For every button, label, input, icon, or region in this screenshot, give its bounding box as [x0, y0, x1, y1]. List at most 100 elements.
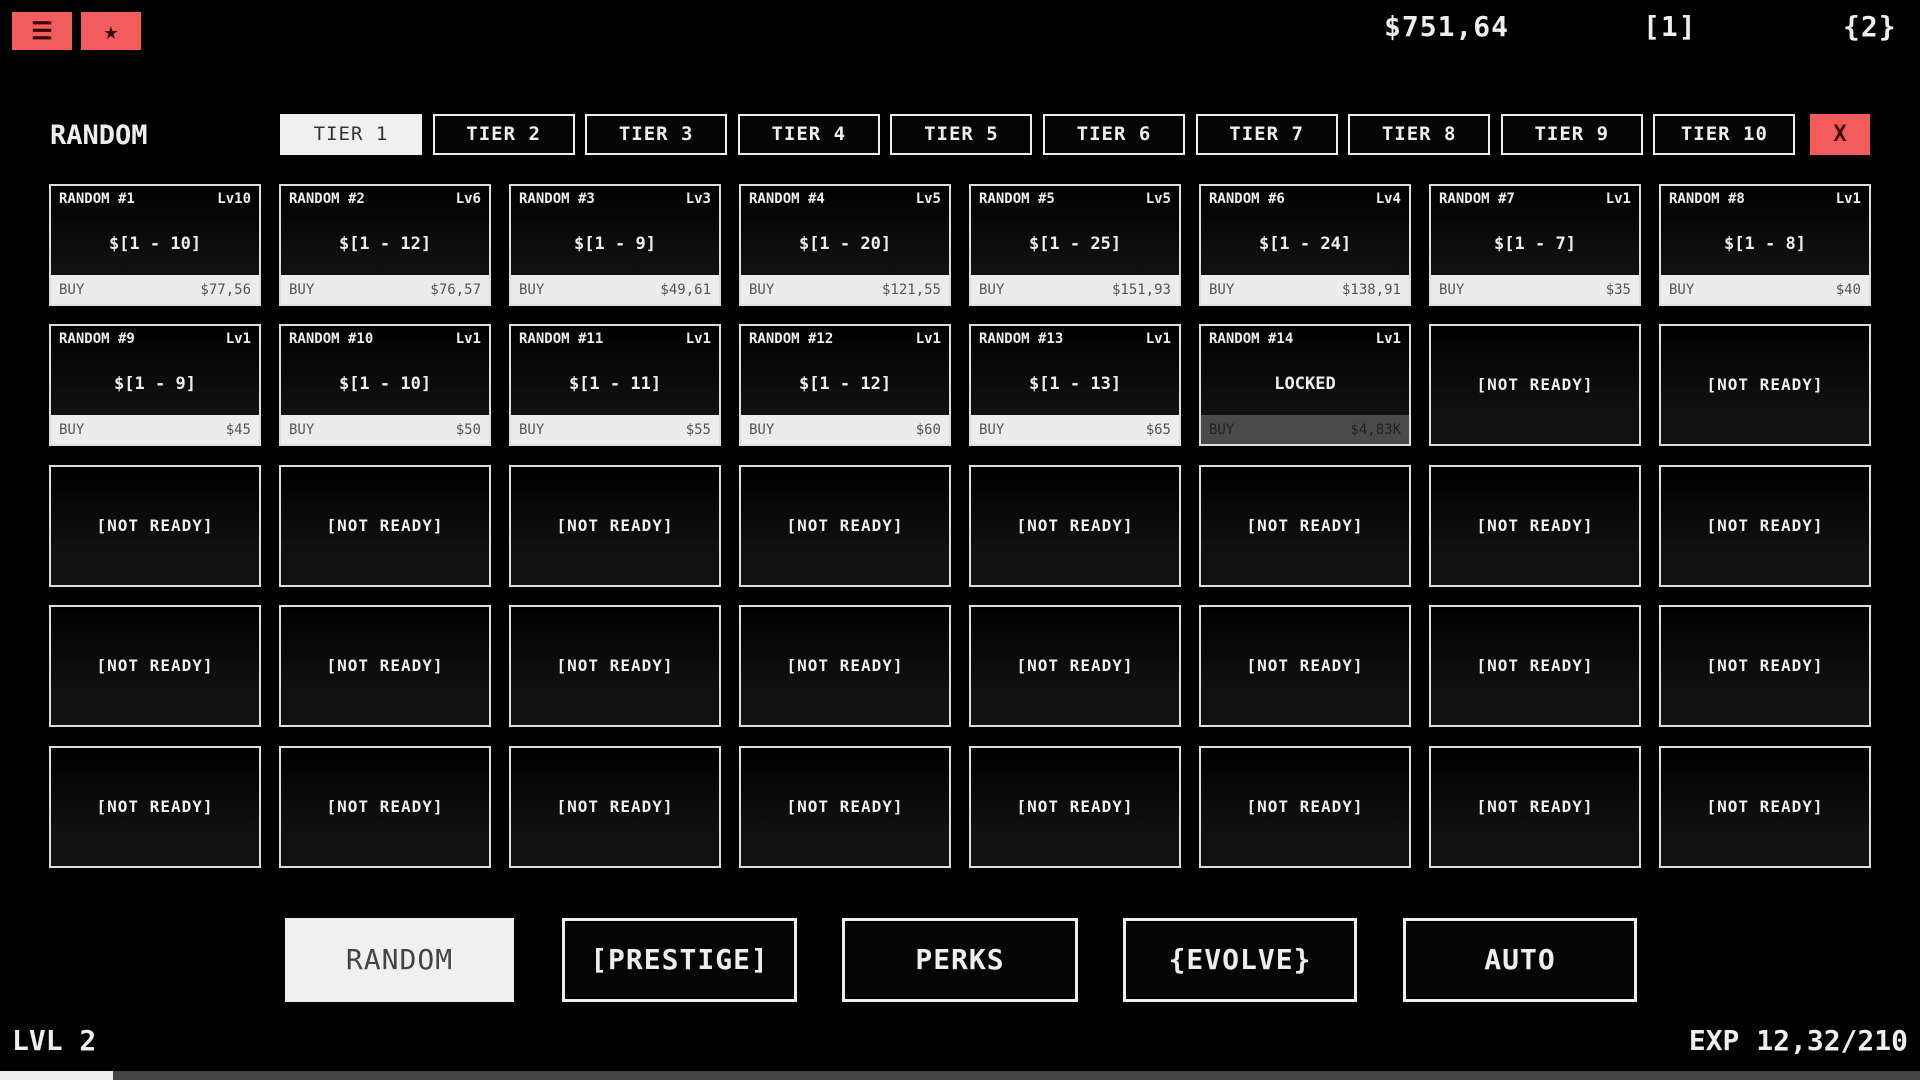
- generator-level: Lv10: [217, 191, 251, 207]
- not-ready-slot: [NOT READY]: [279, 464, 491, 587]
- buy-cost: $45: [225, 421, 251, 438]
- generator-card[interactable]: RANDOM #10 Lv1 $[1 - 10] BUY $50: [279, 324, 491, 447]
- generator-card[interactable]: RANDOM #5 Lv5 $[1 - 25] BUY $151,93: [969, 184, 1181, 306]
- not-ready-slot: [NOT READY]: [49, 605, 261, 728]
- tab-tier-3[interactable]: TIER 3: [585, 114, 728, 155]
- generator-name: RANDOM #9: [59, 331, 135, 348]
- generator-header: RANDOM #12 Lv1: [741, 326, 949, 352]
- buy-cost: $65: [1145, 421, 1171, 438]
- not-ready-slot: [NOT READY]: [279, 605, 491, 728]
- generator-card[interactable]: RANDOM #12 Lv1 $[1 - 12] BUY $60: [739, 324, 951, 447]
- not-ready-slot: [NOT READY]: [509, 745, 721, 868]
- buy-button[interactable]: BUY $35: [1431, 275, 1639, 304]
- buy-button[interactable]: BUY $55: [511, 415, 719, 445]
- generator-card[interactable]: RANDOM #6 Lv4 $[1 - 24] BUY $138,91: [1199, 184, 1411, 306]
- generator-card[interactable]: RANDOM #14 Lv1 LOCKED BUY $4,83K: [1199, 324, 1411, 447]
- tab-tier-5[interactable]: TIER 5: [890, 114, 1033, 155]
- buy-button[interactable]: BUY $49,61: [511, 275, 719, 304]
- buy-cost: $35: [1605, 281, 1631, 298]
- generator-name: RANDOM #3: [519, 191, 595, 207]
- buy-label: BUY: [289, 421, 315, 438]
- generator-card[interactable]: RANDOM #13 Lv1 $[1 - 13] BUY $65: [969, 324, 1181, 447]
- money-display: $751,64: [1384, 10, 1510, 43]
- generator-header: RANDOM #11 Lv1: [511, 326, 719, 352]
- tab-tier-6[interactable]: TIER 6: [1043, 114, 1185, 155]
- exp-display: EXP 12,32/210: [1688, 1024, 1908, 1057]
- not-ready-slot: [NOT READY]: [509, 605, 721, 728]
- nav-perks-button[interactable]: PERKS: [842, 918, 1078, 1002]
- generator-name: RANDOM #5: [979, 191, 1055, 207]
- favorites-button[interactable]: ★: [81, 12, 141, 50]
- star-icon: ★: [103, 17, 119, 45]
- generator-name: RANDOM #12: [749, 331, 834, 348]
- generator-level: Lv1: [1835, 191, 1861, 207]
- generator-header: RANDOM #7 Lv1: [1431, 186, 1639, 212]
- generator-card[interactable]: RANDOM #8 Lv1 $[1 - 8] BUY $40: [1659, 184, 1871, 306]
- buy-button[interactable]: BUY $40: [1661, 275, 1869, 304]
- generator-header: RANDOM #8 Lv1: [1661, 186, 1869, 212]
- generator-level: Lv1: [685, 331, 711, 348]
- buy-button[interactable]: BUY $4,83K: [1201, 415, 1409, 445]
- not-ready-slot: [NOT READY]: [1659, 605, 1871, 728]
- generator-card[interactable]: RANDOM #4 Lv5 $[1 - 20] BUY $121,55: [739, 184, 951, 306]
- generator-card[interactable]: RANDOM #2 Lv6 $[1 - 12] BUY $76,57: [279, 184, 491, 306]
- buy-button[interactable]: BUY $76,57: [281, 275, 489, 304]
- section-title: RANDOM: [50, 120, 148, 151]
- buy-cost: $76,57: [430, 281, 481, 298]
- tab-tier-2[interactable]: TIER 2: [432, 114, 575, 155]
- nav-prestige-button[interactable]: [PRESTIGE]: [562, 918, 797, 1002]
- generator-name: RANDOM #10: [289, 331, 374, 348]
- buy-cost: $49,61: [660, 281, 711, 298]
- buy-label: BUY: [519, 281, 545, 298]
- tab-tier-8[interactable]: TIER 8: [1348, 114, 1491, 155]
- generator-name: RANDOM #13: [979, 331, 1064, 348]
- tab-tier-9[interactable]: TIER 9: [1500, 114, 1643, 155]
- generator-range: $[1 - 25]: [1028, 233, 1122, 254]
- generator-card[interactable]: RANDOM #3 Lv3 $[1 - 9] BUY $49,61: [509, 184, 721, 306]
- buy-button[interactable]: BUY $50: [281, 415, 489, 445]
- buy-button[interactable]: BUY $77,56: [51, 275, 259, 304]
- hamburger-icon: ☰: [31, 17, 53, 45]
- tab-tier-10[interactable]: TIER 10: [1653, 114, 1796, 155]
- generator-level: Lv1: [1605, 191, 1631, 207]
- generator-card[interactable]: RANDOM #11 Lv1 $[1 - 11] BUY $55: [509, 324, 721, 447]
- generator-level: Lv1: [225, 331, 251, 348]
- not-ready-slot: [NOT READY]: [1199, 605, 1411, 728]
- generator-range: $[1 - 12]: [338, 233, 432, 254]
- tab-tier-7[interactable]: TIER 7: [1195, 114, 1338, 155]
- not-ready-slot: [NOT READY]: [739, 745, 951, 868]
- generator-header: RANDOM #3 Lv3: [511, 186, 719, 212]
- buy-button[interactable]: BUY $45: [51, 415, 259, 445]
- nav-evolve-button[interactable]: {EVOLVE}: [1123, 918, 1357, 1002]
- generator-level: Lv5: [1145, 191, 1171, 207]
- tab-tier-1[interactable]: TIER 1: [280, 114, 422, 155]
- buy-button[interactable]: BUY $60: [741, 415, 949, 445]
- generator-name: RANDOM #1: [59, 191, 135, 207]
- nav-auto-button[interactable]: AUTO: [1403, 918, 1637, 1002]
- buy-cost: $151,93: [1111, 281, 1171, 298]
- generator-name: RANDOM #11: [519, 331, 604, 348]
- not-ready-slot: [NOT READY]: [969, 464, 1181, 587]
- generator-range: $[1 - 10]: [108, 233, 202, 254]
- menu-button[interactable]: ☰: [12, 12, 72, 50]
- generator-level: Lv1: [455, 331, 481, 348]
- buy-button[interactable]: BUY $65: [971, 415, 1179, 445]
- generator-header: RANDOM #10 Lv1: [281, 326, 489, 352]
- generator-header: RANDOM #14 Lv1: [1201, 326, 1409, 352]
- not-ready-slot: [NOT READY]: [1199, 745, 1411, 868]
- not-ready-slot: [NOT READY]: [969, 745, 1181, 868]
- tab-tier-4[interactable]: TIER 4: [737, 114, 880, 155]
- buy-button[interactable]: BUY $121,55: [741, 275, 949, 304]
- buy-cost: $50: [455, 421, 481, 438]
- generator-card[interactable]: RANDOM #1 Lv10 $[1 - 10] BUY $77,56: [49, 184, 261, 306]
- nav-random-button[interactable]: RANDOM: [285, 918, 514, 1002]
- buy-button[interactable]: BUY $138,91: [1201, 275, 1409, 304]
- generator-header: RANDOM #13 Lv1: [971, 326, 1179, 352]
- buy-cost: $55: [685, 421, 711, 438]
- generator-card[interactable]: RANDOM #7 Lv1 $[1 - 7] BUY $35: [1429, 184, 1641, 306]
- buy-cost: $77,56: [200, 281, 251, 298]
- close-button[interactable]: X: [1810, 114, 1870, 155]
- generator-card[interactable]: RANDOM #9 Lv1 $[1 - 9] BUY $45: [49, 324, 261, 447]
- not-ready-slot: [NOT READY]: [1429, 464, 1641, 587]
- buy-button[interactable]: BUY $151,93: [971, 275, 1179, 304]
